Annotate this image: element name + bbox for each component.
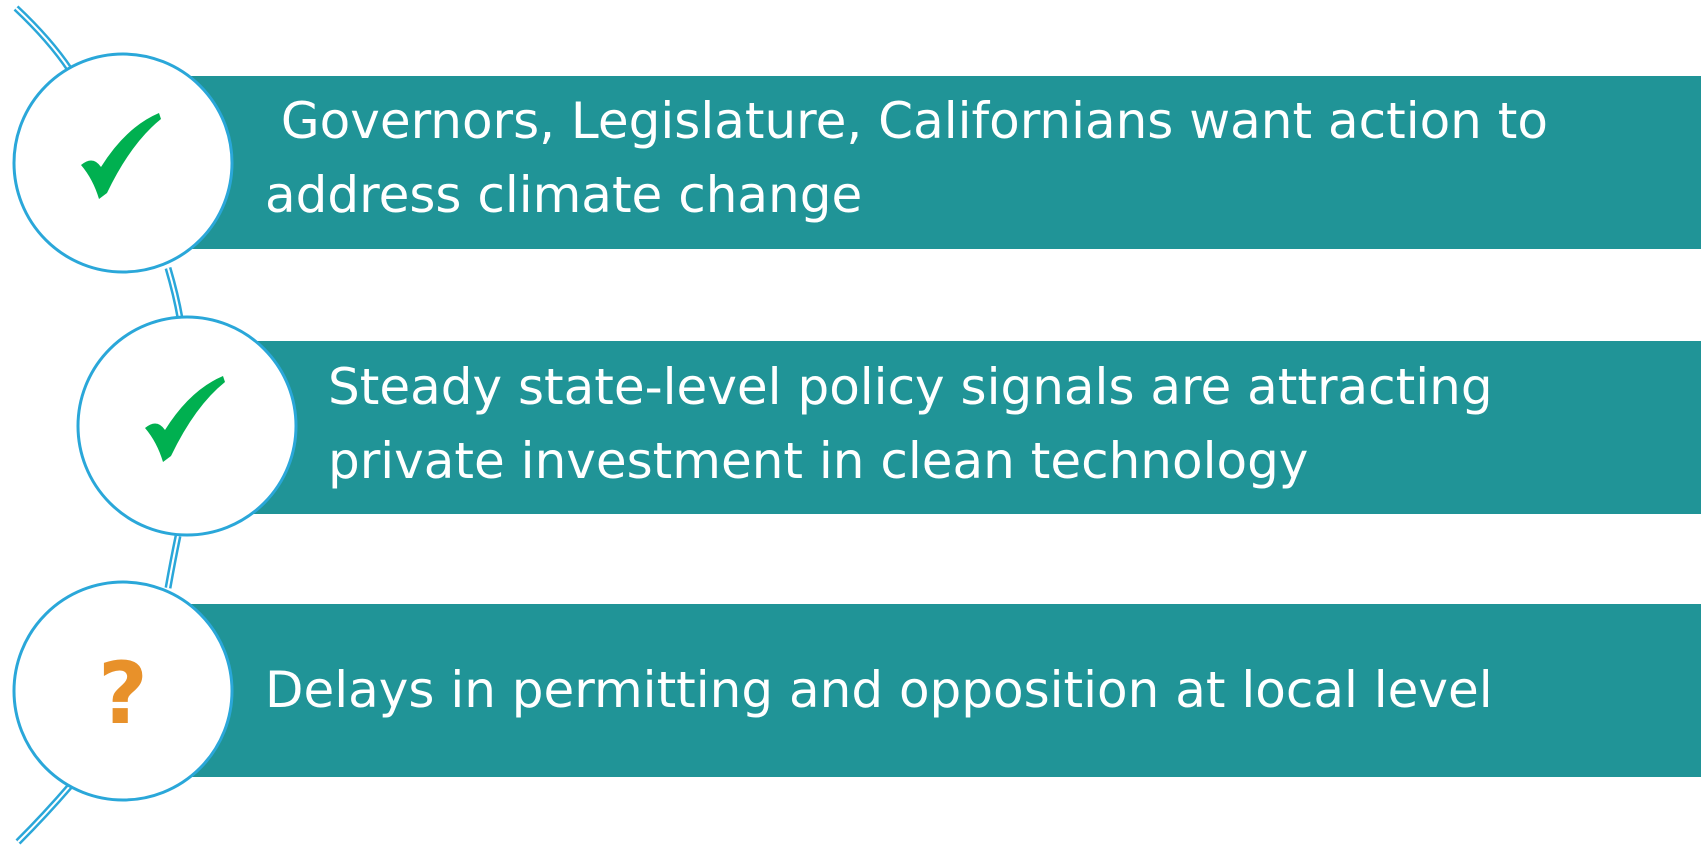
item-text: Delays in permitting and opposition at l… <box>265 661 1493 719</box>
item-circle <box>12 580 234 802</box>
item-bar <box>123 76 1701 249</box>
item-bar <box>187 341 1701 514</box>
check-icon <box>81 113 161 199</box>
check-icon <box>145 376 225 462</box>
connector <box>13 5 73 72</box>
item-text: address climate change <box>265 166 862 224</box>
item-bar <box>123 604 1701 777</box>
item: Steady state-level policy signals are at… <box>76 315 1701 537</box>
question-icon: ? <box>98 644 148 744</box>
item-text: Steady state-level policy signals are at… <box>328 358 1493 416</box>
item: ? Delays in permitting and opposition at … <box>12 580 1701 802</box>
item-text: Governors, Legislature, Californians wan… <box>265 92 1548 150</box>
item-text: private investment in clean technology <box>328 432 1308 490</box>
connectors-inner <box>15 7 181 843</box>
item: Governors, Legislature, Californians wan… <box>12 52 1701 274</box>
